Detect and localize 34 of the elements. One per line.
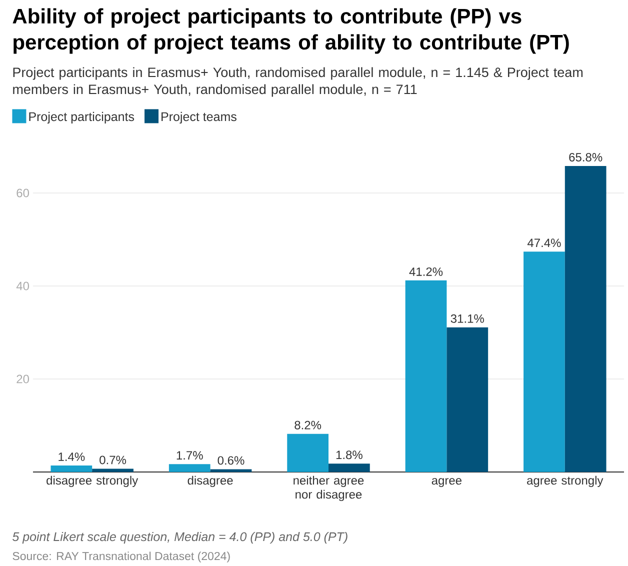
- data-label: 1.8%: [336, 450, 362, 460]
- x-tick-label: disagree strongly: [46, 476, 138, 488]
- legend-label: Project teams: [162, 112, 236, 124]
- bar: [92, 468, 134, 472]
- bar: [446, 327, 488, 472]
- x-tick-label: disagree: [188, 476, 233, 488]
- bar: [168, 464, 210, 472]
- x-tick-label: agree: [432, 478, 462, 488]
- source-note: Source: RAY Transnational Dataset (2024): [12, 552, 230, 562]
- bar: [564, 166, 606, 472]
- bar: [328, 464, 370, 472]
- data-label: 0.6%: [218, 456, 244, 465]
- data-label: 1.7%: [176, 451, 203, 460]
- bar: [524, 252, 565, 472]
- data-label: 31.1%: [450, 314, 484, 323]
- data-label: 41.2%: [409, 267, 443, 276]
- chart-subtitle: Project participants in Erasmus+ Youth, randomised parallel module, n = 1.145 & Project team members in Erasmus+ Youth, randomised parallel module, n = 711: [13, 67, 583, 97]
- data-label: 65.8%: [569, 153, 602, 162]
- y-tick-label: 40: [16, 282, 30, 290]
- data-label: 8.2%: [294, 420, 322, 430]
- bar: [210, 469, 252, 472]
- data-label: 1.4%: [58, 452, 85, 461]
- data-label: 47.4%: [527, 238, 561, 248]
- bar: [287, 434, 328, 472]
- x-tick-label: neither agree nor disagree: [294, 476, 364, 502]
- bar: [405, 280, 447, 472]
- data-label: 0.7%: [100, 456, 126, 464]
- y-tick-label: 60: [16, 188, 30, 198]
- y-tick-label: 20: [16, 374, 30, 384]
- bar: [50, 465, 92, 472]
- chart-title: Ability of project participants to contribute (PP) vs perception of project teams of ability to contribute (PT): [12, 8, 569, 54]
- legend-label: Project participants: [29, 112, 134, 124]
- x-tick-label: agree strongly: [527, 476, 604, 488]
- text: 5 point Likert scale question, Median = 4.0 (PP) and 5.0 (PT): [12, 532, 348, 544]
